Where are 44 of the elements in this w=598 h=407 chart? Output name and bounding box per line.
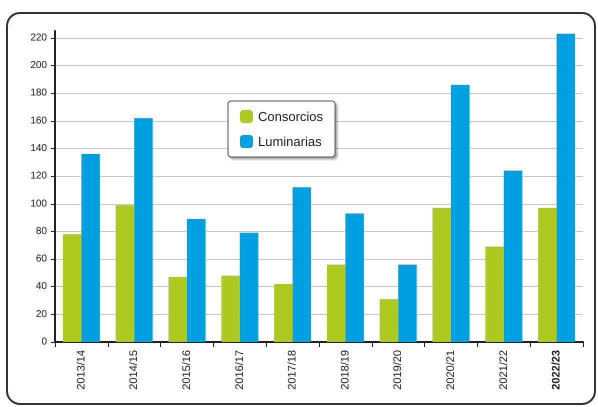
y-tick-label: 40 <box>36 281 48 292</box>
x-tick-label: 2017/18 <box>286 350 299 390</box>
bar <box>134 118 153 342</box>
y-tick-label: 200 <box>30 60 48 72</box>
y-tick-label: 120 <box>30 170 48 182</box>
bar <box>221 276 240 342</box>
y-tick-label: 80 <box>36 226 48 237</box>
legend-label: Luminarias <box>258 134 322 149</box>
x-tick-label: 2021/22 <box>498 350 510 390</box>
bar <box>62 234 82 342</box>
x-tick-label: 2013/14 <box>75 350 88 390</box>
x-tick-label: 2022/23 <box>550 350 563 390</box>
bar <box>485 246 504 342</box>
bar <box>187 218 206 342</box>
bar <box>556 34 576 342</box>
bar <box>538 208 557 342</box>
bar <box>326 264 346 342</box>
bar <box>398 264 417 342</box>
x-tick-label: 2014/15 <box>128 350 140 390</box>
x-tick-label: 2019/20 <box>392 350 404 390</box>
bar <box>168 277 187 342</box>
y-tick-label: 180 <box>30 88 48 99</box>
x-tick-label: 2018/19 <box>339 350 352 390</box>
bar <box>292 187 312 342</box>
legend-label: Consorcios <box>258 109 324 124</box>
x-tick-label: 2016/17 <box>234 350 246 390</box>
bar <box>116 205 134 342</box>
y-tick-label: 20 <box>36 308 48 320</box>
bar <box>240 232 258 342</box>
bar <box>81 154 100 342</box>
x-tick-label: 2015/16 <box>181 350 193 390</box>
y-tick-label: 0 <box>41 336 48 348</box>
bar <box>504 170 522 342</box>
bar <box>274 284 293 342</box>
y-tick-label: 140 <box>30 142 48 154</box>
y-tick-label: 60 <box>36 254 48 265</box>
bar <box>432 208 451 342</box>
x-tick-label: 2020/21 <box>445 350 457 390</box>
y-tick-label: 100 <box>30 198 48 210</box>
y-tick-label: 220 <box>30 32 48 44</box>
bar <box>380 299 398 342</box>
bar <box>345 213 364 342</box>
y-tick-label: 160 <box>30 115 48 126</box>
bar <box>451 84 470 342</box>
